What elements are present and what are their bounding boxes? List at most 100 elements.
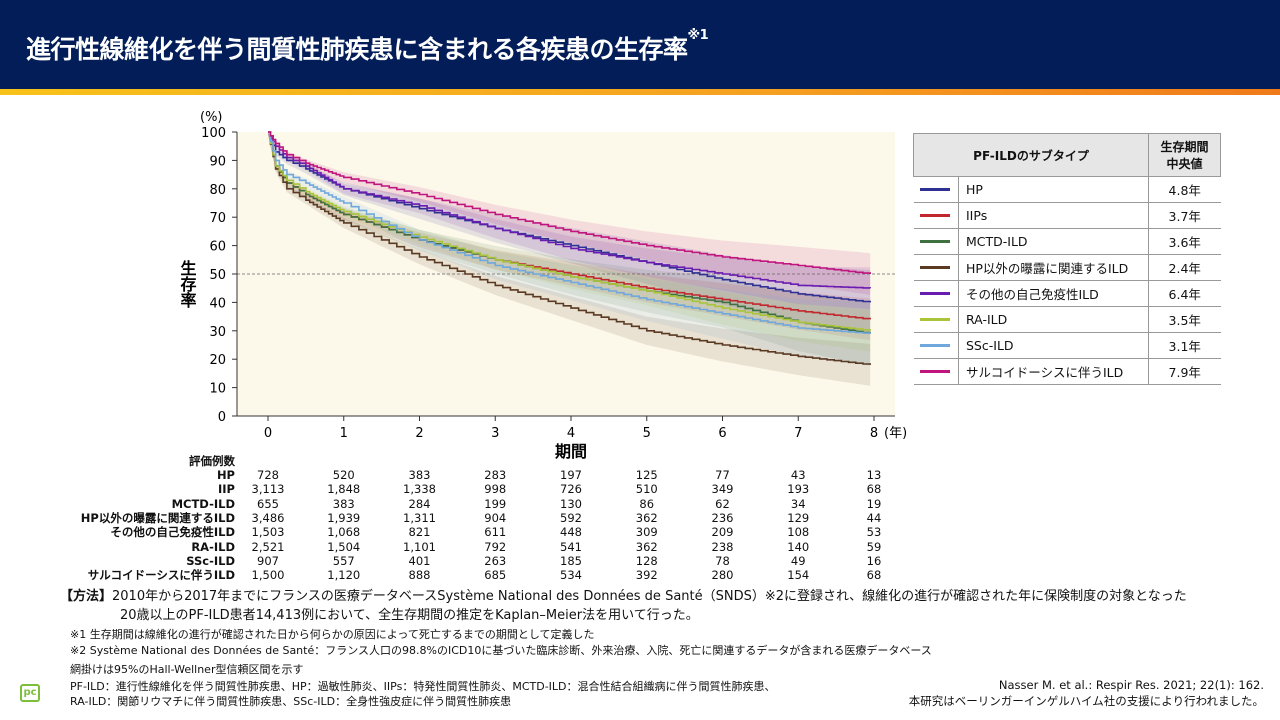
legend-median: 2.4年 [1148,254,1221,281]
risk-cell: 534 [560,568,582,583]
confidence-band-4 [268,132,871,310]
legend-median: 7.9年 [1148,358,1221,385]
risk-row-label: HP [216,468,235,482]
risk-cell: 49 [790,553,806,568]
confidence-band-3 [268,132,871,386]
risk-row-label: SSc-ILD [186,553,235,568]
method-line-1: 2010年から2017年までにフランスの医療データベースSystème Nati… [112,589,1187,604]
legend-row: HP 4.8年 [913,176,1221,203]
risk-cell: 86 [639,496,655,511]
legend-swatch [913,332,959,359]
legend-swatch [913,306,959,333]
risk-cell: 1,503 [251,525,285,540]
risk-cell: 129 [787,510,810,525]
risk-cell: 19 [866,496,882,511]
risk-cell: 510 [635,482,658,497]
risk-cell: 280 [711,568,734,583]
risk-row-label: IIP [218,482,235,497]
risk-cell: 3,113 [251,482,285,497]
y-tick-label: 80 [209,183,226,198]
risk-cell: 728 [257,468,279,482]
risk-row-label: HP以外の曝露に関連するILD [80,510,235,525]
legend-median: 4.8年 [1148,176,1221,203]
legend-median: 3.7年 [1148,202,1221,229]
method-label: 【方法】 [60,589,113,604]
x-tick-label: 6 [718,426,726,441]
risk-cell: 197 [560,468,582,482]
confidence-band-6 [268,132,871,366]
risk-cell: 520 [332,468,355,482]
risk-cell: 53 [866,525,882,540]
legend-swatch [913,228,959,255]
header-accent-stripe [0,89,1280,95]
legend-header-median: 生存期間中央値 [1148,133,1221,177]
legend-median: 6.4年 [1148,280,1221,307]
risk-cell: 238 [711,539,734,554]
legend-row: MCTD-ILD 3.6年 [913,228,1221,255]
risk-cell: 3,486 [251,510,285,525]
risk-cell: 284 [408,496,431,511]
risk-cell: 1,120 [327,568,361,583]
survival-curve-5 [268,131,871,331]
survival-curve-4 [268,131,871,289]
abbreviations-1: PF-ILD：進行性線維化を伴う間質性肺疾患、HP：過敏性肺炎、IIPs：特発性… [70,680,776,693]
page-title: 進行性線維化を伴う間質性肺疾患に含まれる各疾患の生存率※1 [26,28,709,66]
legend-row: IIPs 3.7年 [913,202,1221,229]
risk-cell: 13 [866,468,882,482]
legend-name: HP [958,176,1149,203]
risk-cell: 68 [866,568,882,583]
risk-cell: 130 [560,496,582,511]
risk-cell: 1,500 [251,568,285,583]
legend-name: その他の自己免疫性ILD [958,280,1149,307]
method-text: 【方法】2010年から2017年までにフランスの医療データベースSystème … [60,587,1187,625]
risk-cell: 154 [787,568,810,583]
legend-median: 3.6年 [1148,228,1221,255]
y-ticks: 0 10 20 30 40 50 60 70 80 90 100 [201,126,237,425]
risk-cell: 383 [408,468,431,482]
risk-cell: 888 [408,568,431,583]
risk-cell: 1,504 [327,539,361,554]
risk-cell: 611 [484,525,507,540]
x-tick-label: 1 [340,426,348,441]
confidence-band-7 [268,132,871,295]
legend-name: IIPs [958,202,1149,229]
risk-cell: 383 [332,496,355,511]
y-tick-label: 90 [209,154,226,169]
confidence-band-0 [268,132,871,335]
legend-header-subtype: PF-ILDのサブタイプ [913,133,1149,177]
legend-name: MCTD-ILD [958,228,1149,255]
risk-cell: 263 [484,553,507,568]
risk-cell: 1,311 [403,510,436,525]
citation: Nasser M. et al.: Respir Res. 2021; 22(1… [998,678,1264,692]
risk-cell: 44 [866,510,882,525]
risk-cell: 125 [635,468,658,482]
risk-cell: 34 [790,496,806,511]
legend-swatch [913,254,959,281]
y-tick-label: 0 [218,410,226,425]
legend-swatch [913,176,959,203]
legend-swatch [913,358,959,385]
risk-row-label: RA-ILD [191,539,235,554]
legend-swatch [913,202,959,229]
risk-cell: 1,338 [403,482,436,497]
risk-table-header: 評価例数 [189,454,235,468]
risk-cell: 726 [560,482,582,497]
risk-cell: 592 [560,510,582,525]
legend-name: SSc-ILD [958,332,1149,359]
y-tick-label: 50 [209,268,226,283]
risk-cell: 362 [635,539,658,554]
risk-cell: 1,068 [327,525,361,540]
risk-cell: 907 [257,553,279,568]
risk-cell: 43 [790,468,806,482]
risk-cell: 1,848 [327,482,361,497]
risk-cell: 2,521 [251,539,285,554]
y-tick-label: 40 [209,296,226,311]
risk-cell: 349 [711,482,734,497]
survival-curve-6 [268,131,871,334]
y-tick-label: 20 [209,353,226,368]
risk-cell: 59 [866,539,882,554]
confidence-bands [268,132,871,386]
risk-cell: 68 [866,482,882,497]
x-tick-label: 3 [491,426,499,441]
risk-row-label: MCTD-ILD [171,496,235,511]
